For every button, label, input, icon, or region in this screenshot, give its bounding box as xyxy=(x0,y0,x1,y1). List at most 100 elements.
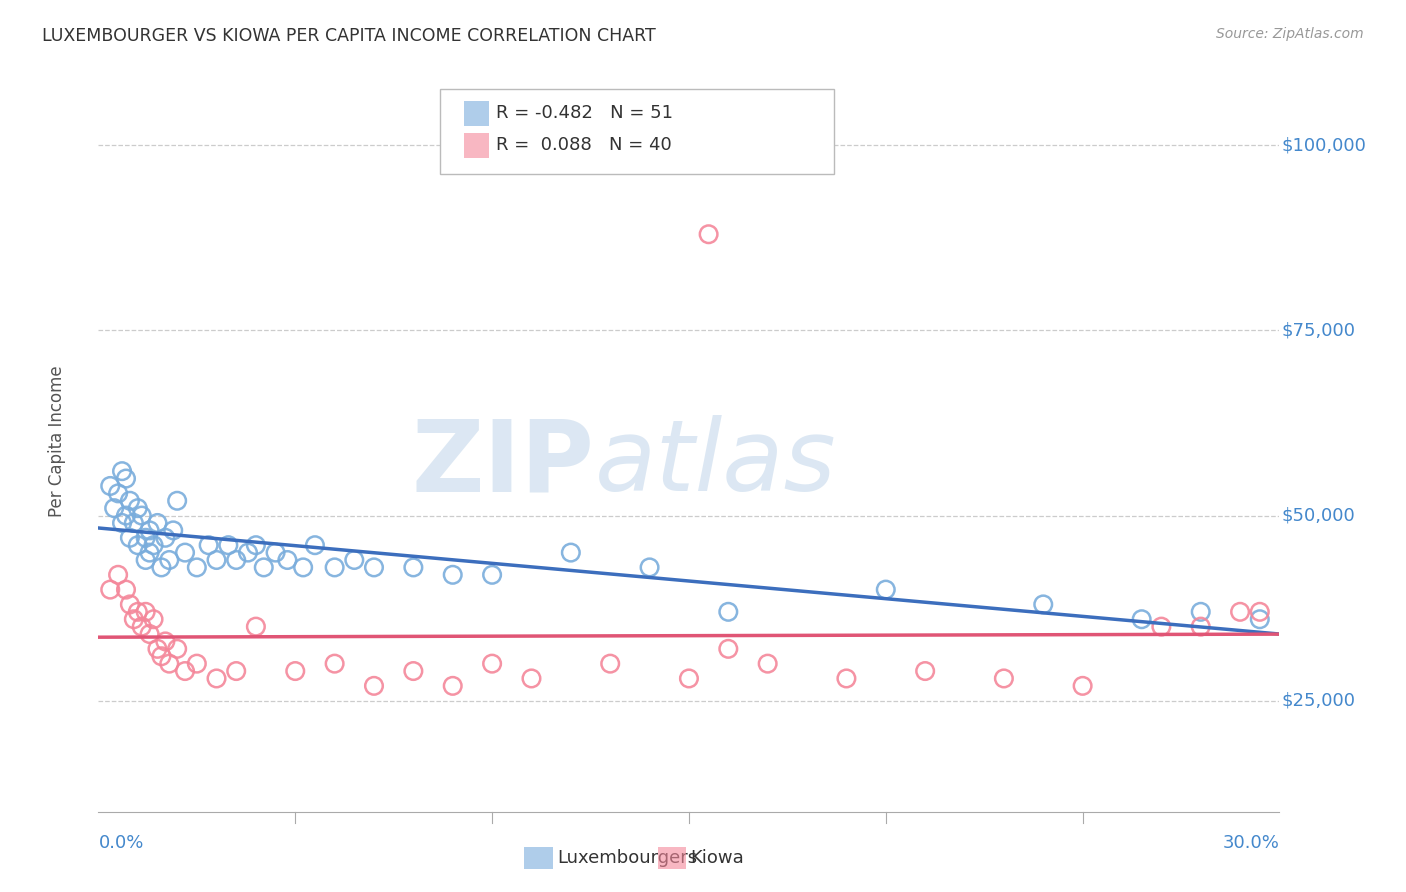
Point xyxy=(1189,605,1212,619)
Point xyxy=(118,598,141,612)
Point xyxy=(914,664,936,678)
Point xyxy=(441,679,464,693)
Point xyxy=(138,545,160,560)
Text: 0.0%: 0.0% xyxy=(98,834,143,852)
Text: $75,000: $75,000 xyxy=(1282,321,1355,340)
Point xyxy=(678,672,700,686)
Text: $50,000: $50,000 xyxy=(1282,507,1355,524)
Text: $100,000: $100,000 xyxy=(1282,136,1367,154)
Point xyxy=(717,641,740,656)
Point xyxy=(402,664,425,678)
Point xyxy=(107,486,129,500)
Point xyxy=(304,538,326,552)
Point xyxy=(135,553,157,567)
Point xyxy=(363,560,385,574)
Point xyxy=(111,516,134,530)
Point xyxy=(186,560,208,574)
Point xyxy=(1071,679,1094,693)
Point xyxy=(142,538,165,552)
Text: $25,000: $25,000 xyxy=(1282,691,1355,710)
Point xyxy=(150,560,173,574)
Point xyxy=(323,560,346,574)
Point xyxy=(115,471,138,485)
Point xyxy=(174,664,197,678)
Point xyxy=(98,479,121,493)
Point xyxy=(1150,619,1173,633)
Point xyxy=(115,582,138,597)
Point xyxy=(481,657,503,671)
Point xyxy=(111,464,134,478)
Text: R =  0.088   N = 40: R = 0.088 N = 40 xyxy=(496,136,672,154)
Point xyxy=(146,641,169,656)
Text: Per Capita Income: Per Capita Income xyxy=(48,366,66,517)
Point xyxy=(197,538,219,552)
Point xyxy=(284,664,307,678)
Point xyxy=(174,545,197,560)
Point xyxy=(162,524,184,538)
Text: Kiowa: Kiowa xyxy=(690,849,744,867)
Point xyxy=(146,516,169,530)
Point xyxy=(142,612,165,626)
Point xyxy=(236,545,259,560)
Point xyxy=(343,553,366,567)
Text: R = -0.482   N = 51: R = -0.482 N = 51 xyxy=(496,104,673,122)
Point xyxy=(1249,605,1271,619)
Point xyxy=(138,524,160,538)
Point xyxy=(276,553,298,567)
Point xyxy=(205,672,228,686)
Point xyxy=(993,672,1015,686)
Point xyxy=(245,538,267,552)
Point xyxy=(363,679,385,693)
Point xyxy=(292,560,315,574)
Point xyxy=(1130,612,1153,626)
Point xyxy=(599,657,621,671)
Text: ZIP: ZIP xyxy=(412,416,595,512)
Point xyxy=(875,582,897,597)
Point xyxy=(122,612,145,626)
Point xyxy=(115,508,138,523)
Point xyxy=(481,567,503,582)
Point xyxy=(756,657,779,671)
Point xyxy=(166,641,188,656)
Point xyxy=(135,605,157,619)
Point xyxy=(1249,612,1271,626)
Text: LUXEMBOURGER VS KIOWA PER CAPITA INCOME CORRELATION CHART: LUXEMBOURGER VS KIOWA PER CAPITA INCOME … xyxy=(42,27,657,45)
Point xyxy=(107,567,129,582)
Point xyxy=(717,605,740,619)
Point xyxy=(127,605,149,619)
Point xyxy=(1032,598,1054,612)
Point xyxy=(245,619,267,633)
Point xyxy=(402,560,425,574)
Point xyxy=(118,493,141,508)
Point xyxy=(118,531,141,545)
Point xyxy=(217,538,239,552)
Point xyxy=(150,649,173,664)
Point xyxy=(1189,619,1212,633)
Point xyxy=(253,560,276,574)
Point xyxy=(155,634,177,648)
Text: atlas: atlas xyxy=(595,416,837,512)
Point xyxy=(98,582,121,597)
Text: Luxembourgers: Luxembourgers xyxy=(557,849,697,867)
Point xyxy=(520,672,543,686)
Point xyxy=(138,627,160,641)
Point xyxy=(103,501,125,516)
Point xyxy=(155,531,177,545)
Point xyxy=(441,567,464,582)
Point xyxy=(205,553,228,567)
Point xyxy=(638,560,661,574)
Point xyxy=(225,553,247,567)
Point xyxy=(135,531,157,545)
Point xyxy=(697,227,720,242)
Text: Source: ZipAtlas.com: Source: ZipAtlas.com xyxy=(1216,27,1364,41)
Point xyxy=(166,493,188,508)
Point xyxy=(323,657,346,671)
Point xyxy=(122,516,145,530)
Point xyxy=(560,545,582,560)
Point xyxy=(157,657,180,671)
Point xyxy=(1229,605,1251,619)
Point xyxy=(157,553,180,567)
Point xyxy=(127,538,149,552)
Point xyxy=(131,619,153,633)
Point xyxy=(835,672,858,686)
